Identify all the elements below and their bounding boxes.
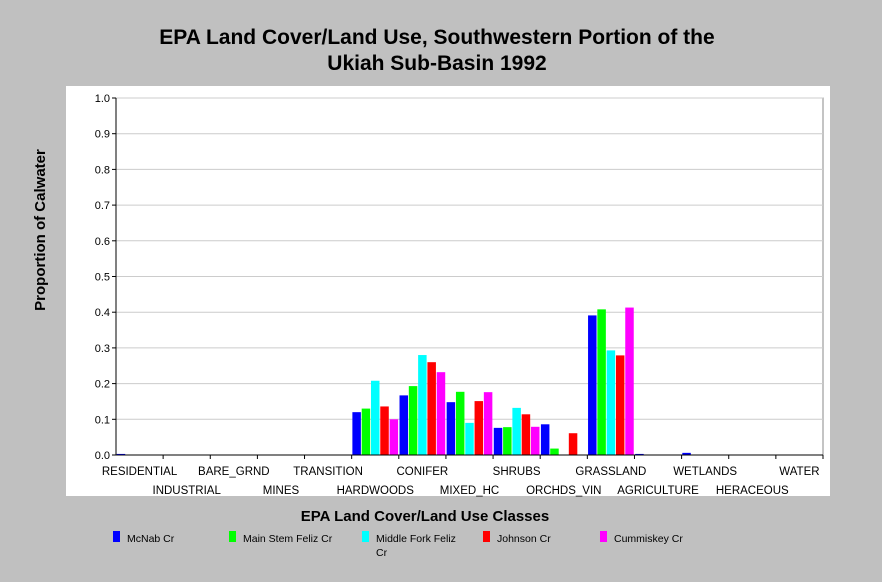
- x-category-label: ORCHDS_VIN: [526, 485, 601, 497]
- legend: McNab Cr Main Stem Feliz Cr Middle Fork Fe…: [113, 531, 683, 559]
- bar-grassland-middle-fork-feliz-cr: [606, 350, 616, 455]
- legend-swatch: [229, 531, 236, 542]
- x-axis-label: EPA Land Cover/Land Use Classes: [301, 508, 549, 525]
- bar-hardwoods-cummiskey-cr: [389, 419, 399, 455]
- y-tick-label: 0.8: [95, 164, 110, 176]
- bar-shrubs-middle-fork-feliz-cr: [512, 407, 521, 455]
- bar-agriculture-mcnab-cr: [635, 453, 644, 455]
- legend-label: Middle Fork Feliz: [376, 533, 456, 545]
- bar-shrubs-main-stem-feliz-cr: [503, 427, 512, 455]
- x-category-label: WETLANDS: [673, 466, 737, 478]
- y-tick-label: 1.0: [95, 93, 110, 105]
- bar-wetlands-mcnab-cr: [682, 452, 691, 455]
- legend-label: Cr: [376, 547, 388, 559]
- bar-mixed-hc-middle-fork-feliz-cr: [465, 422, 474, 455]
- x-category-label: SHRUBS: [493, 466, 541, 478]
- bar-grassland-johnson-cr: [615, 355, 625, 455]
- y-tick-label: 0.3: [95, 343, 110, 355]
- x-category-label: WATER: [779, 466, 819, 478]
- legend-label: Main Stem Feliz Cr: [243, 533, 333, 545]
- bar-conifer-cummiskey-cr: [436, 372, 446, 455]
- bar-orchds-vin-johnson-cr: [568, 433, 578, 455]
- legend-swatch: [600, 531, 607, 542]
- x-category-label: MIXED_HC: [440, 485, 499, 497]
- bar-conifer-middle-fork-feliz-cr: [418, 355, 427, 455]
- bar-grassland-mcnab-cr: [588, 315, 597, 455]
- bar-grassland-main-stem-feliz-cr: [597, 309, 606, 455]
- bar-hardwoods-johnson-cr: [380, 406, 389, 455]
- x-category-label: MINES: [263, 485, 300, 497]
- x-category-label: HERACEOUS: [716, 485, 789, 497]
- bar-shrubs-cummiskey-cr: [530, 426, 540, 455]
- bar-shrubs-mcnab-cr: [493, 427, 503, 455]
- bar-shrubs-johnson-cr: [521, 414, 531, 455]
- y-tick-label: 0.5: [95, 272, 110, 284]
- bar-hardwoods-mcnab-cr: [352, 412, 361, 455]
- y-axis-label: Proportion of Calwater: [32, 149, 49, 311]
- y-tick-label: 0.0: [95, 450, 110, 462]
- y-tick-label: 0.6: [95, 236, 110, 248]
- x-category-label: HARDWOODS: [337, 485, 415, 497]
- bars: [116, 307, 824, 459]
- bar-conifer-johnson-cr: [427, 362, 436, 455]
- bar-mixed-hc-mcnab-cr: [446, 402, 456, 455]
- bar-mixed-hc-johnson-cr: [474, 401, 484, 455]
- x-axis-categories: RESIDENTIAL INDUSTRIAL BARE_GRND MINES TRANS…: [102, 466, 820, 497]
- legend-label: Johnson Cr: [497, 533, 551, 545]
- legend-label: McNab Cr: [127, 533, 175, 545]
- bar-conifer-main-stem-feliz-cr: [408, 386, 418, 455]
- chart-title-line-1: EPA Land Cover/Land Use, Southwestern Po…: [159, 26, 714, 49]
- y-tick-label: 0.9: [95, 129, 110, 141]
- y-tick-label: 0.7: [95, 200, 110, 212]
- x-category-label: AGRICULTURE: [617, 485, 699, 497]
- bar-mixed-hc-main-stem-feliz-cr: [455, 391, 465, 455]
- bar-grassland-cummiskey-cr: [625, 307, 634, 455]
- bar-mixed-hc-cummiskey-cr: [483, 392, 493, 455]
- x-category-label: RESIDENTIAL: [102, 466, 178, 478]
- legend-label: Cummiskey Cr: [614, 533, 683, 545]
- legend-swatch: [113, 531, 120, 542]
- legend-swatch: [483, 531, 490, 542]
- y-tick-label: 0.1: [95, 414, 110, 426]
- bar-conifer-mcnab-cr: [399, 395, 409, 455]
- grid-lines: [116, 97, 823, 420]
- x-category-label: CONIFER: [396, 466, 448, 478]
- legend-swatch: [362, 531, 369, 542]
- chart-title-line-2: Ukiah Sub-Basin 1992: [327, 52, 546, 75]
- x-category-label: INDUSTRIAL: [153, 485, 222, 497]
- bar-hardwoods-middle-fork-feliz-cr: [370, 380, 380, 455]
- bar-orchds-vin-mcnab-cr: [540, 424, 550, 455]
- bar-residential-mcnab-cr: [116, 453, 126, 455]
- bar-orchds-vin-main-stem-feliz-cr: [550, 448, 559, 455]
- bar-hardwoods-main-stem-feliz-cr: [361, 408, 371, 455]
- y-axis-ticks: 0.0 0.1 0.2 0.3 0.4 0.5 0.6 0.7 0.8 0.9 1.0: [95, 93, 116, 462]
- x-category-label: GRASSLAND: [575, 466, 646, 478]
- y-tick-label: 0.2: [95, 379, 110, 391]
- y-tick-label: 0.4: [95, 307, 110, 319]
- x-category-label: TRANSITION: [293, 466, 363, 478]
- x-category-label: BARE_GRND: [198, 466, 270, 478]
